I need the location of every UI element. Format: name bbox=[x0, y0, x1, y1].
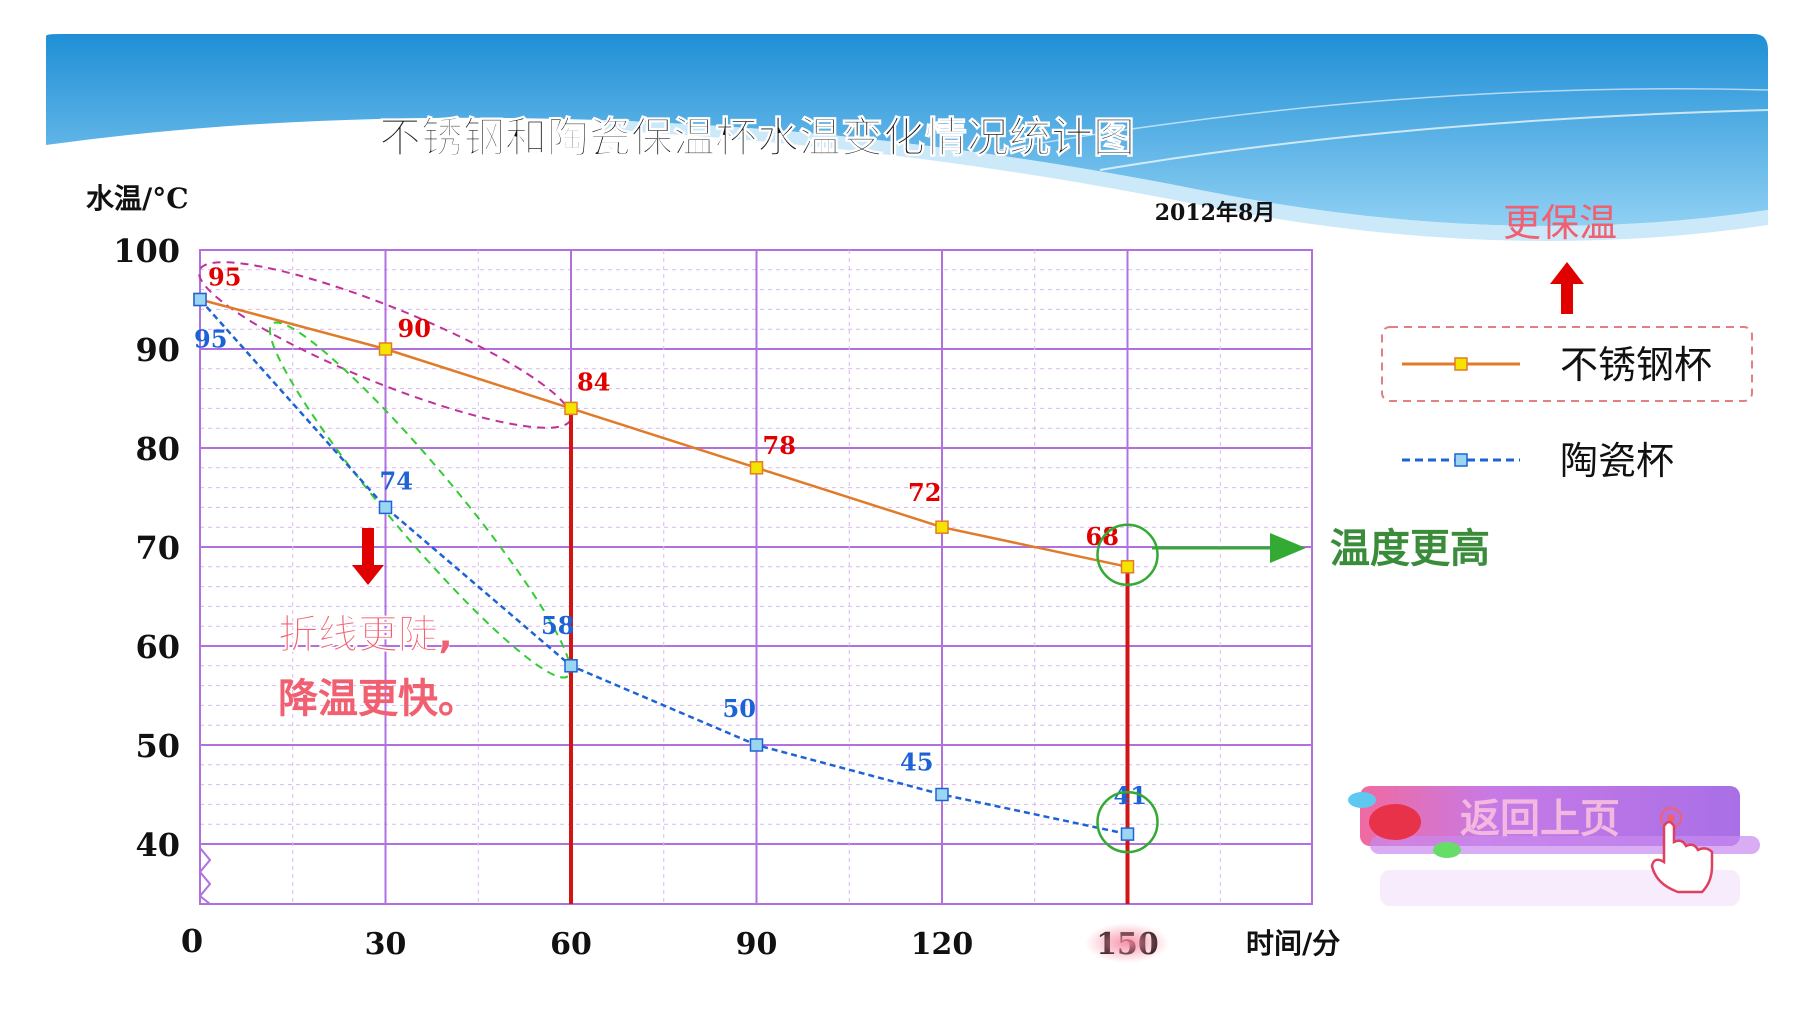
down-arrow-icon bbox=[352, 528, 384, 585]
y-tick-label: 60 bbox=[135, 628, 180, 666]
y-tick-label: 90 bbox=[135, 331, 180, 369]
red-vertical-lines bbox=[569, 408, 1130, 904]
green-dashed-ellipse bbox=[268, 321, 572, 679]
stainless-data-label: 90 bbox=[398, 314, 431, 343]
y-axis-label: 水温/°C bbox=[86, 182, 189, 215]
ceramic-data-label: 50 bbox=[723, 694, 756, 723]
x-tick-label: 90 bbox=[736, 927, 778, 962]
y-tick-label: 40 bbox=[135, 826, 180, 864]
return-button-label: 返回上页 bbox=[1460, 796, 1620, 842]
ceramic-point bbox=[935, 787, 949, 802]
ceramic-data-label: 45 bbox=[900, 748, 933, 777]
y-tick-label: 80 bbox=[135, 430, 180, 468]
stainless-data-label: 72 bbox=[908, 478, 941, 507]
legend: 不锈钢杯 陶瓷杯 bbox=[1381, 326, 1753, 483]
stainless-data-label: 78 bbox=[763, 431, 796, 460]
annotation-steeper-line1: 折线更陡, bbox=[278, 612, 453, 658]
y-tick-labels: 100 90 80 70 60 50 40 bbox=[113, 232, 180, 864]
x-tick-label: 120 bbox=[911, 927, 974, 962]
ceramic-point bbox=[1120, 827, 1135, 841]
ceramic-point bbox=[564, 659, 578, 673]
stainless-data-label: 95 bbox=[208, 263, 241, 292]
highlight-circles bbox=[1096, 523, 1159, 854]
ceramic-data-label: 58 bbox=[541, 611, 574, 640]
axis-break bbox=[198, 847, 212, 905]
stainless-point bbox=[1120, 560, 1135, 574]
stainless-series-line bbox=[199, 298, 1128, 569]
x-tick-label: 30 bbox=[365, 927, 407, 962]
up-arrow-icon bbox=[1550, 262, 1584, 314]
return-button[interactable]: 返回上页 bbox=[1348, 786, 1760, 906]
ceramic-series-line bbox=[199, 298, 1128, 836]
stainless-point bbox=[378, 342, 393, 356]
annotation-warmer: 温度更高 bbox=[1330, 526, 1490, 572]
series bbox=[193, 292, 1135, 841]
highlight-circle bbox=[1096, 523, 1159, 587]
chart-title: 不锈钢和陶瓷保温杯水温变化情况统计图 bbox=[379, 113, 1135, 162]
ceramic-point bbox=[378, 500, 393, 515]
stainless-data-label: 84 bbox=[577, 367, 610, 396]
x-origin-label: 0 bbox=[181, 922, 203, 960]
ceramic-point bbox=[749, 738, 764, 752]
legend-stainless-marker bbox=[1454, 357, 1468, 371]
x-tick-150-highlight bbox=[1085, 923, 1169, 963]
header-banner bbox=[46, 34, 1769, 241]
legend-ceramic-marker bbox=[1454, 453, 1468, 467]
x-tick-labels: 306090120150 bbox=[365, 927, 1159, 962]
y-tick-label: 50 bbox=[135, 727, 180, 765]
highlight-circle bbox=[1096, 790, 1159, 854]
stainless-point bbox=[935, 520, 949, 534]
x-axis-label: 时间/分 bbox=[1246, 927, 1340, 960]
legend-ceramic-label: 陶瓷杯 bbox=[1560, 439, 1674, 483]
annotation-steeper-line2: 降温更快。 bbox=[278, 676, 478, 722]
ceramic-data-label: 74 bbox=[380, 466, 413, 495]
legend-stainless-label: 不锈钢杯 bbox=[1560, 343, 1712, 387]
stainless-point bbox=[564, 401, 578, 416]
hand-pointer-icon bbox=[1650, 807, 1714, 894]
x-tick-label: 60 bbox=[550, 927, 592, 962]
ceramic-data-label: 95 bbox=[194, 325, 227, 354]
chart-subtitle: 2012年8月 bbox=[1155, 200, 1276, 226]
ceramic-point bbox=[193, 292, 207, 307]
stainless-point bbox=[749, 461, 764, 475]
y-tick-label: 100 bbox=[113, 232, 180, 270]
stainless-data-label: 68 bbox=[1086, 522, 1119, 551]
annotation-better-insulation: 更保温 bbox=[1503, 201, 1617, 245]
y-tick-label: 70 bbox=[135, 529, 180, 567]
